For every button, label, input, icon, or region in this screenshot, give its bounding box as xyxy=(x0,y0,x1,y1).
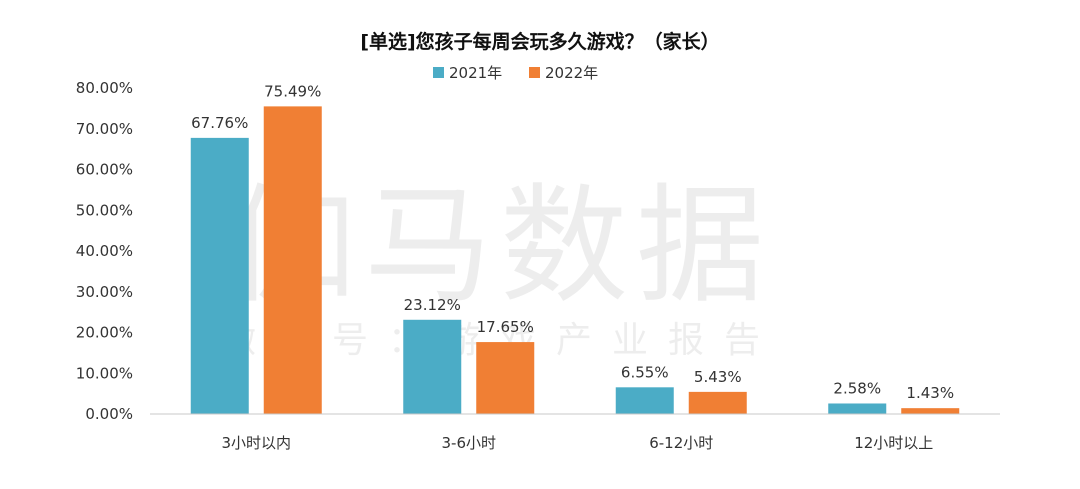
legend-swatch xyxy=(433,67,444,78)
data-label: 2.58% xyxy=(833,379,881,397)
bar-2021 xyxy=(403,319,462,414)
x-axis: 3小时以内 3-6小时 6-12小时 12小时以上 xyxy=(150,413,1000,452)
y-tick-label: 40.00% xyxy=(76,242,133,260)
legend-swatch xyxy=(529,67,540,78)
y-tick-label: 80.00% xyxy=(76,79,133,97)
data-label: 5.43% xyxy=(694,368,742,386)
category-label: 6-12小时 xyxy=(649,434,713,452)
y-tick-label: 50.00% xyxy=(76,201,133,219)
category-label: 12小时以上 xyxy=(854,434,933,452)
category-label: 3-6小时 xyxy=(442,434,497,452)
chart-title: [单选]您孩子每周会玩多久游戏？（家长） xyxy=(360,30,719,53)
bar-2021 xyxy=(190,137,249,415)
bar-2022 xyxy=(476,342,535,414)
bars xyxy=(190,106,960,415)
category-label: 3小时以内 xyxy=(221,434,291,452)
data-label: 6.55% xyxy=(621,363,669,381)
bar-2021 xyxy=(828,403,887,414)
legend: 2021年 2022年 xyxy=(433,64,598,82)
data-label: 1.43% xyxy=(906,384,954,402)
data-label: 23.12% xyxy=(404,296,461,314)
legend-label: 2022年 xyxy=(545,64,598,82)
y-tick-label: 10.00% xyxy=(76,364,133,382)
y-tick-label: 0.00% xyxy=(85,405,133,423)
bar-2021 xyxy=(615,387,674,414)
y-tick-label: 60.00% xyxy=(76,161,133,179)
data-label: 17.65% xyxy=(477,318,534,336)
legend-label: 2021年 xyxy=(449,64,502,82)
y-tick-label: 70.00% xyxy=(76,120,133,138)
y-tick-label: 30.00% xyxy=(76,283,133,301)
data-label: 75.49% xyxy=(264,82,321,100)
bar-2022 xyxy=(263,106,322,415)
data-labels: 67.76% 23.12% 6.55% 2.58% 75.49% 17.65% 5.43% 1… xyxy=(191,82,954,402)
bar-2022 xyxy=(901,408,960,414)
y-tick-label: 20.00% xyxy=(76,324,133,342)
bar-2022 xyxy=(688,391,747,414)
data-label: 67.76% xyxy=(191,114,248,132)
y-axis: 0.00% 10.00% 20.00% 30.00% 40.00% 50.00% 60.00… xyxy=(76,79,133,423)
